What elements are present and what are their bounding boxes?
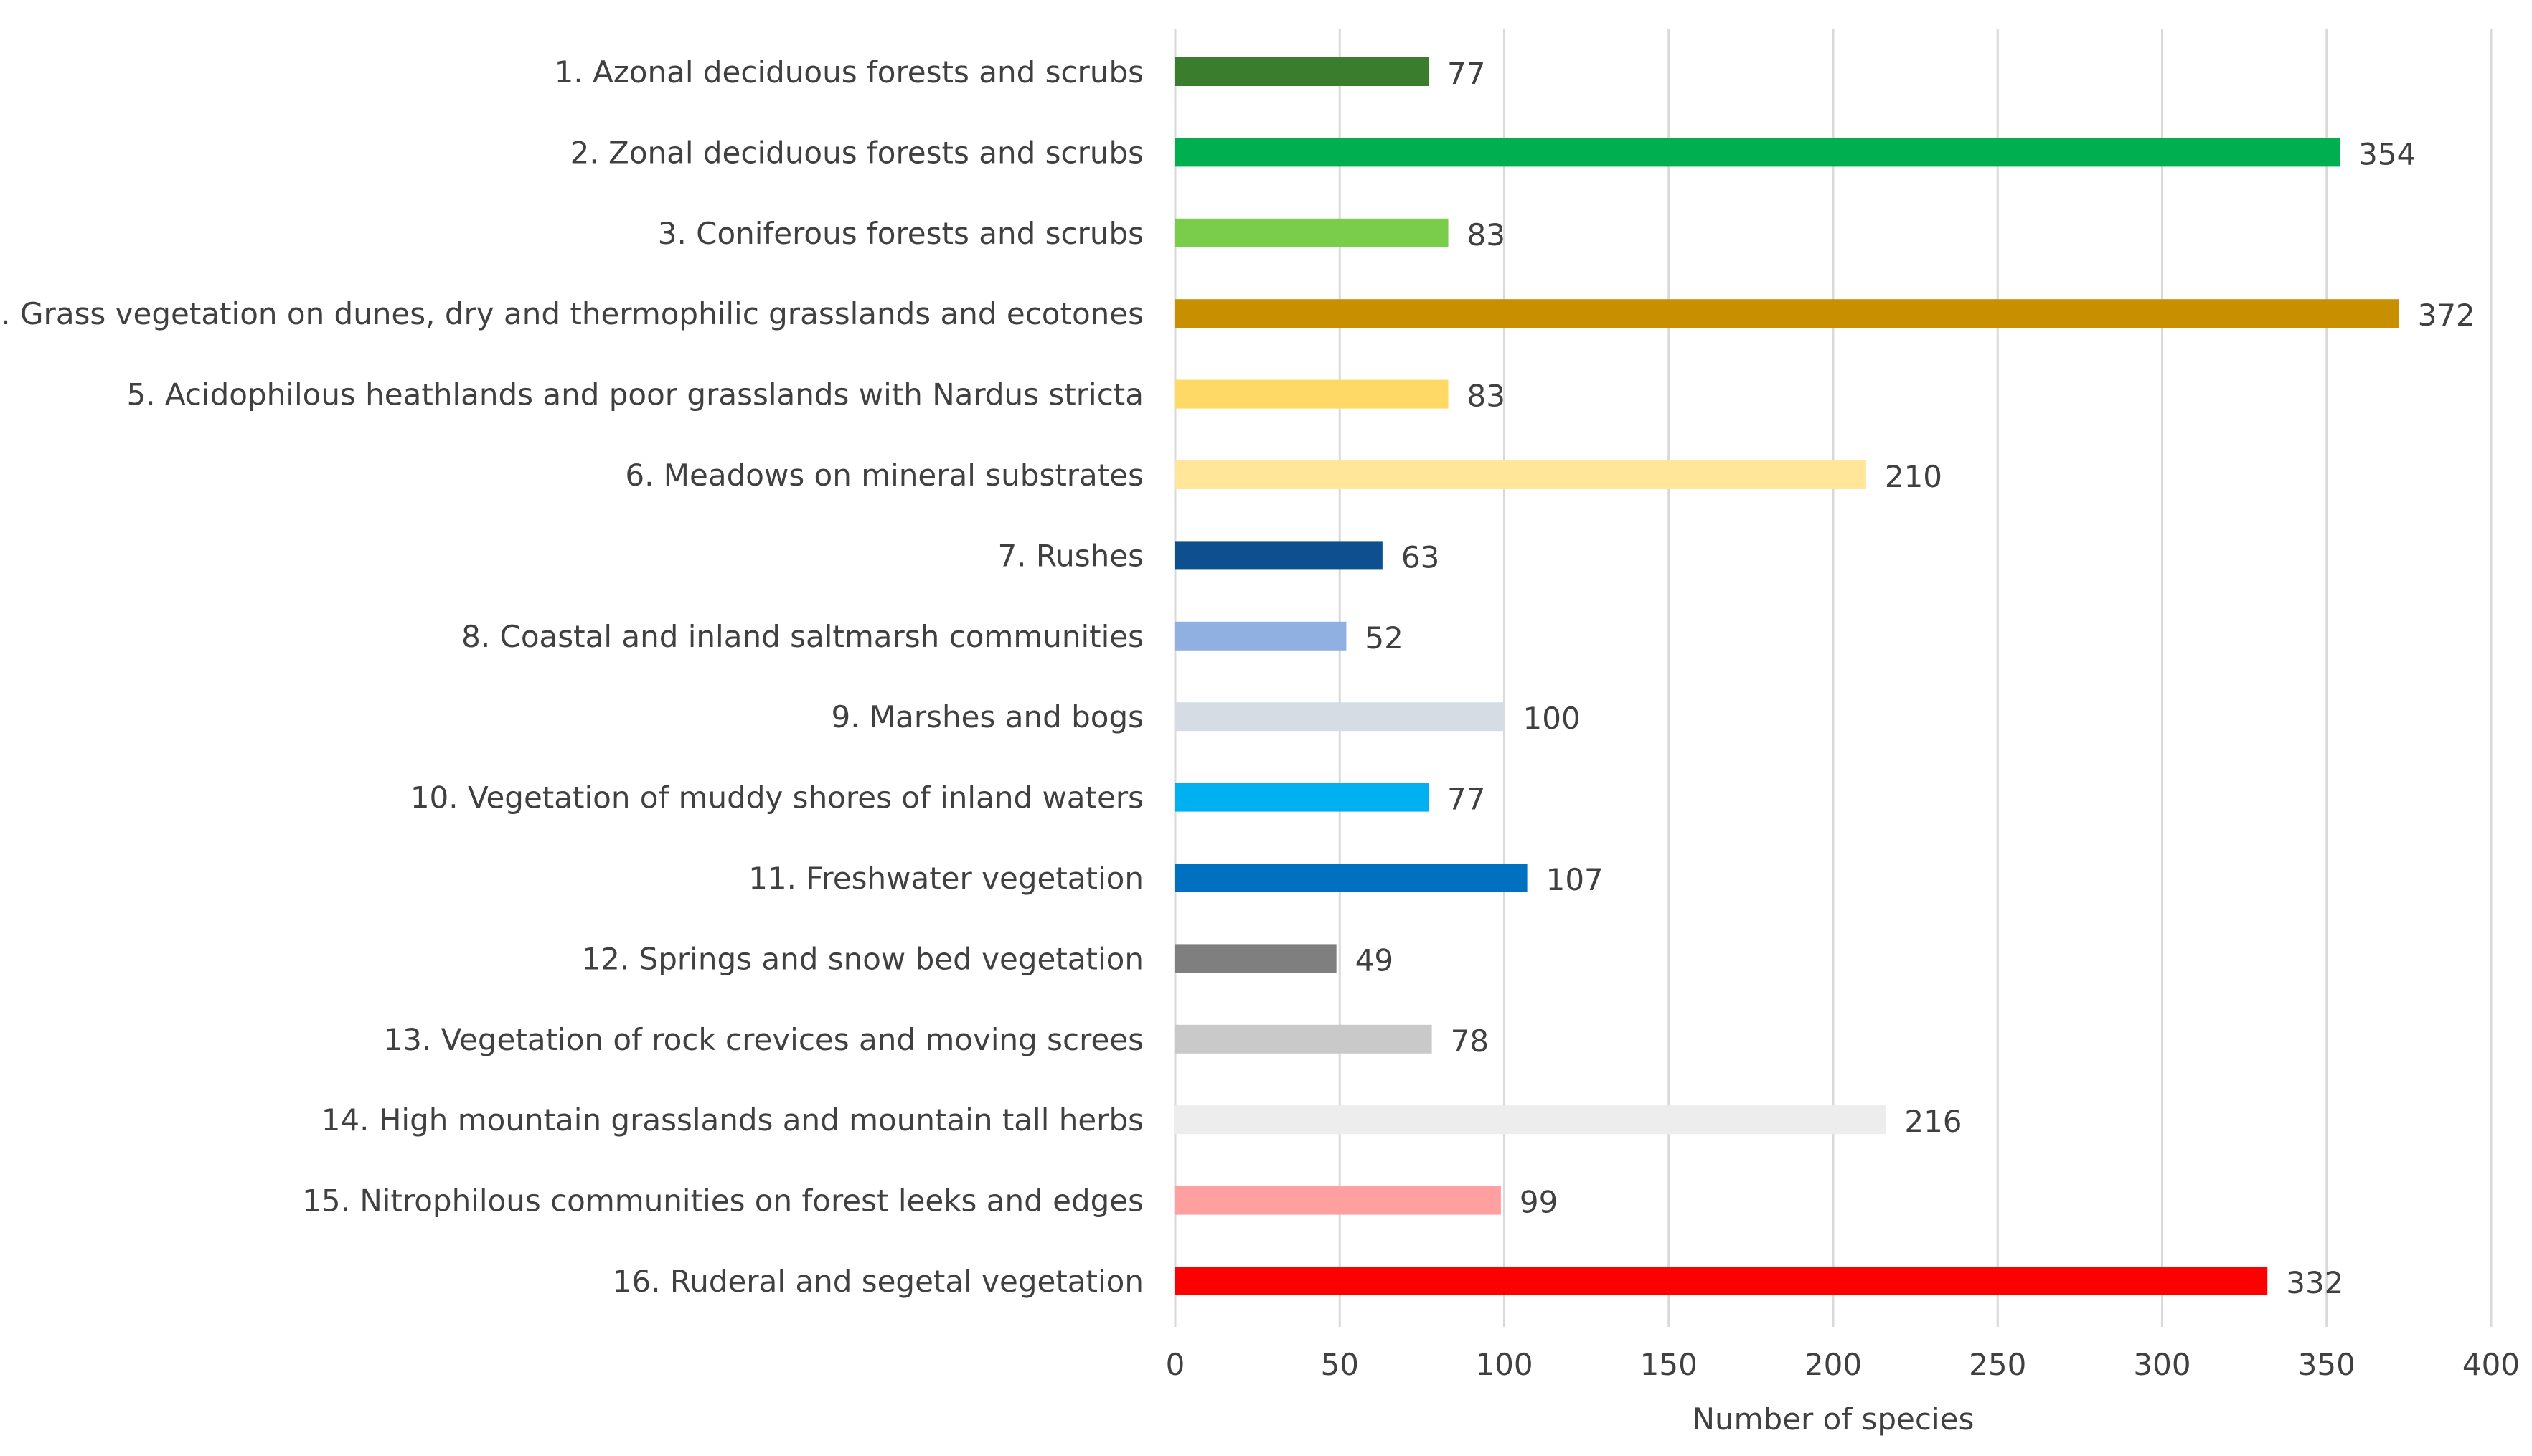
x-tick-label: 100: [1475, 1347, 1533, 1382]
category-label: 9. Marshes and bogs: [831, 699, 1144, 734]
bar: [1175, 57, 1429, 86]
bar: [1175, 1267, 2268, 1295]
value-label: 100: [1523, 701, 1581, 736]
category-label: 12. Springs and snow bed vegetation: [581, 941, 1144, 976]
category-label: 7. Rushes: [997, 538, 1144, 573]
value-label: 78: [1451, 1024, 1489, 1059]
value-label: 210: [1885, 459, 1942, 494]
category-label: 16. Ruderal and segetal vegetation: [613, 1264, 1144, 1299]
category-label: 10. Vegetation of muddy shores of inland…: [410, 780, 1144, 816]
category-label: 8. Coastal and inland saltmarsh communit…: [461, 619, 1144, 654]
value-label: 52: [1365, 620, 1403, 656]
value-label: 99: [1520, 1185, 1558, 1220]
value-label: 332: [2286, 1265, 2343, 1300]
bar: [1175, 944, 1337, 973]
category-label: 6. Meadows on mineral substrates: [625, 458, 1144, 493]
value-label: 216: [1904, 1104, 1962, 1139]
value-label: 49: [1355, 942, 1393, 978]
category-label: 2. Zonal deciduous forests and scrubs: [570, 135, 1144, 170]
x-tick-label: 50: [1321, 1347, 1359, 1382]
bar: [1175, 460, 1866, 489]
x-axis-tick-labels: 0 50 100 150 200 250 300 350 400: [1166, 1347, 2520, 1382]
bar: [1175, 1105, 1886, 1135]
category-label: 1. Azonal deciduous forests and scrubs: [555, 55, 1144, 90]
bar: [1175, 138, 2340, 167]
category-label: 5. Acidophilous heathlands and poor gras…: [126, 377, 1144, 412]
value-label: 77: [1447, 782, 1485, 817]
bar: [1175, 218, 1449, 247]
value-label: 77: [1447, 56, 1485, 91]
x-tick-label: 300: [2133, 1347, 2190, 1382]
value-label: 107: [1546, 862, 1604, 897]
value-label: 372: [2418, 298, 2475, 333]
value-labels: 77 354 83 372 83 210 63 52 100 77 107 49 78 216 99 332: [1355, 56, 2475, 1300]
x-tick-label: 350: [2298, 1347, 2355, 1382]
x-axis-title: Number of species: [1693, 1401, 1975, 1437]
x-tick-label: 200: [1804, 1347, 1862, 1382]
bar: [1175, 702, 1505, 732]
bar: [1175, 783, 1429, 812]
value-label: 83: [1467, 217, 1505, 252]
value-label: 63: [1401, 539, 1439, 575]
x-tick-label: 250: [1969, 1347, 2026, 1382]
value-label: 83: [1467, 379, 1505, 414]
category-label: 4. Grass vegetation on dunes, dry and th…: [0, 296, 1144, 331]
category-label: 14. High mountain grasslands and mountai…: [321, 1102, 1144, 1138]
x-tick-label: 400: [2462, 1347, 2520, 1382]
x-tick-label: 0: [1166, 1347, 1185, 1382]
bar: [1175, 1186, 1501, 1215]
bar: [1175, 541, 1383, 570]
bar: [1175, 864, 1528, 892]
bar: [1175, 379, 1449, 409]
category-label: 11. Freshwater vegetation: [748, 861, 1144, 896]
category-label: 15. Nitrophilous communities on forest l…: [302, 1183, 1144, 1219]
category-label: 3. Coniferous forests and scrubs: [658, 216, 1144, 251]
bar: [1175, 1024, 1432, 1054]
bars: [1175, 57, 2399, 1295]
category-label: 13. Vegetation of rock crevices and movi…: [383, 1022, 1144, 1057]
category-labels: 1. Azonal deciduous forests and scrubs 2.…: [0, 55, 1144, 1299]
bar: [1175, 621, 1347, 651]
value-label: 354: [2358, 136, 2416, 171]
bar: [1175, 299, 2399, 328]
x-tick-label: 150: [1640, 1347, 1698, 1382]
